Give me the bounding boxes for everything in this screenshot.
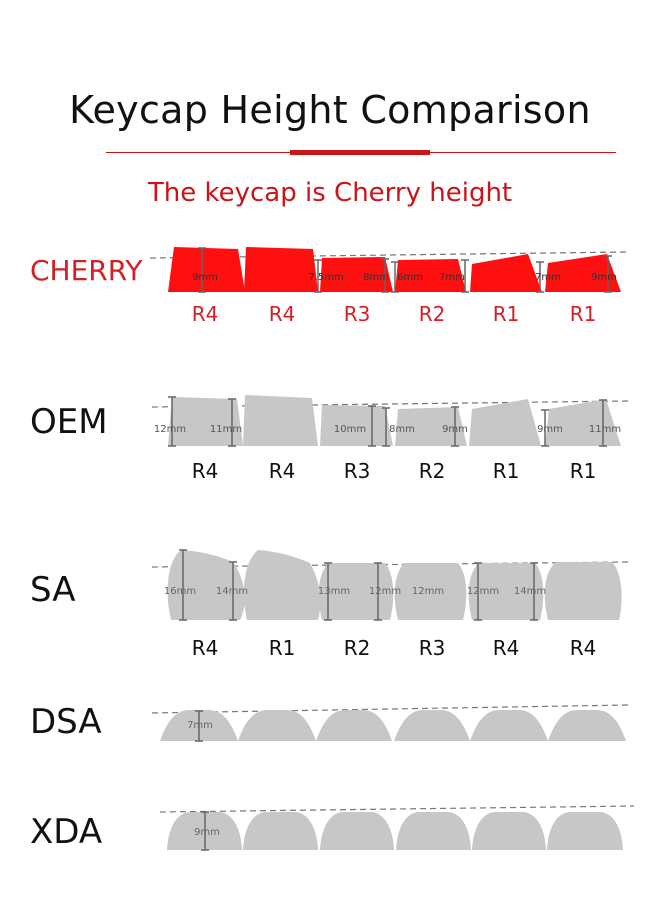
xda-keycap-4	[396, 812, 471, 850]
sa-height-label-1: 16mm	[164, 586, 196, 597]
sa-height-label-7: 14mm	[514, 586, 546, 597]
cherry-row-label-2: R4	[269, 302, 296, 326]
oem-keycap-1	[168, 397, 243, 446]
sa-row-label-3: R2	[344, 636, 371, 660]
sa-row-label-5: R4	[493, 636, 520, 660]
cherry-keycap-3	[320, 257, 393, 292]
profile-label-cherry: CHERRY	[30, 254, 143, 287]
dsa-keycap-5	[470, 710, 548, 741]
oem-keycap-3	[320, 405, 393, 446]
cherry-keycap-5	[470, 254, 542, 292]
dsa-keycap-6	[548, 710, 626, 741]
cherry-row-label-6: R1	[570, 302, 597, 326]
oem-row-label-3: R3	[344, 459, 371, 483]
sa-keycap-6	[544, 562, 622, 620]
sa-row-label-2: R1	[269, 636, 296, 660]
xda-reference-line	[159, 805, 635, 813]
oem-height-label-7: 11mm	[589, 424, 621, 435]
profile-label-sa: SA	[30, 570, 76, 610]
oem-row-label-4: R2	[419, 459, 446, 483]
oem-height-label-3: 10mm	[334, 424, 366, 435]
sa-height-label-3: 13mm	[318, 586, 350, 597]
sa-height-label-6: 12mm	[467, 586, 499, 597]
oem-height-label-1: 12mm	[154, 424, 186, 435]
sa-height-label-5: 12mm	[412, 586, 444, 597]
oem-row-label-6: R1	[570, 459, 597, 483]
sa-height-label-4: 12mm	[369, 586, 401, 597]
oem-height-label-4: 8mm	[389, 424, 415, 435]
cherry-height-label-4: 6mm	[397, 272, 423, 283]
sa-height-label-2: 14mm	[216, 586, 248, 597]
oem-height-label-2: 11mm	[210, 424, 242, 435]
profile-label-dsa: DSA	[30, 702, 102, 742]
oem-height-label-6: 9mm	[537, 424, 563, 435]
cherry-row-label-3: R3	[344, 302, 371, 326]
xda-keycap-3	[320, 812, 394, 850]
cherry-row-label-5: R1	[493, 302, 520, 326]
oem-keycap-4	[395, 407, 467, 446]
sa-keycap-4	[394, 563, 467, 620]
subtitle: The keycap is Cherry height	[147, 178, 513, 208]
title-underline-accent	[290, 150, 430, 155]
profile-label-xda: XDA	[30, 812, 103, 852]
oem-keycap-6	[545, 399, 621, 446]
cherry-keycap-6	[545, 254, 621, 292]
xda-keycap-2	[243, 812, 318, 850]
cherry-height-label-6: 7mm	[535, 272, 561, 283]
sa-row-label-6: R4	[570, 636, 597, 660]
dsa-keycap-4	[394, 710, 470, 741]
cherry-height-label-1: 9mm	[192, 272, 218, 283]
cherry-height-label-2: 7.5mm	[308, 272, 343, 283]
profile-label-oem: OEM	[30, 402, 108, 442]
oem-height-label-5: 9mm	[442, 424, 468, 435]
cherry-height-label-7: 9mm	[591, 272, 617, 283]
oem-row-label-5: R1	[493, 459, 520, 483]
cherry-row-label-1: R4	[192, 302, 219, 326]
sa-keycap-5	[468, 563, 544, 620]
dsa-reference-line	[151, 704, 629, 714]
xda-keycap-6	[547, 812, 623, 850]
sa-keycap-2	[243, 550, 321, 620]
xda-height-label-1: 9mm	[194, 827, 220, 838]
xda-keycap-5	[472, 812, 546, 850]
sa-row-label-1: R4	[192, 636, 219, 660]
cherry-keycap-4	[395, 259, 466, 292]
dsa-keycap-2	[238, 710, 316, 741]
cherry-row-label-4: R2	[419, 302, 446, 326]
dsa-keycap-3	[316, 710, 392, 741]
page-title: Keycap Height Comparison	[69, 88, 591, 132]
sa-keycap-3	[318, 563, 394, 620]
sa-keycap-1	[167, 550, 245, 620]
cherry-keycap-1	[168, 247, 245, 292]
cherry-keycap-2	[244, 247, 318, 292]
oem-row-label-1: R4	[192, 459, 219, 483]
sa-row-label-4: R3	[419, 636, 446, 660]
oem-keycap-2	[243, 395, 318, 446]
oem-keycap-5	[469, 399, 541, 446]
cherry-height-label-3: 8mm	[363, 272, 389, 283]
dsa-height-label-1: 7mm	[187, 720, 213, 731]
oem-row-label-2: R4	[269, 459, 296, 483]
cherry-height-label-5: 7mm	[439, 272, 465, 283]
